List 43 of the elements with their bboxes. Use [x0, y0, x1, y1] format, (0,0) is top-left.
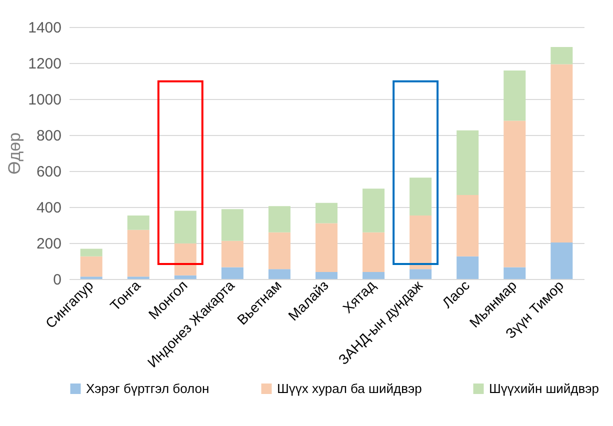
bar — [316, 202, 338, 224]
y-tick-label: 1000 — [28, 92, 62, 108]
y-tick-label: 0 — [53, 272, 62, 288]
bar — [550, 242, 573, 279]
bar — [504, 70, 526, 121]
bar — [174, 275, 196, 279]
bar — [268, 232, 290, 270]
y-axis-title: Өдөр — [5, 132, 24, 175]
bar — [550, 46, 573, 64]
legend-label: Хэрэг бүртгэл болон — [86, 380, 210, 396]
bar — [316, 272, 338, 279]
bar — [504, 120, 526, 268]
bar — [127, 215, 150, 230]
bar — [410, 178, 432, 216]
bar — [456, 256, 479, 279]
bar — [362, 188, 385, 232]
y-tick-label: 400 — [36, 200, 62, 216]
bar — [268, 269, 290, 279]
bar — [80, 248, 102, 256]
bar — [550, 64, 573, 242]
bar — [362, 272, 385, 279]
bar — [268, 206, 290, 232]
bar — [456, 130, 479, 195]
y-tick-label: 600 — [36, 164, 62, 180]
bar — [127, 230, 150, 277]
bar — [221, 240, 244, 268]
y-tick-label: 200 — [36, 236, 62, 252]
legend-label: Шүүх хурал ба шийдвэр — [277, 380, 422, 396]
legend-label: Шүүхийн шийдвэр — [489, 380, 600, 396]
bar — [221, 267, 244, 279]
bar — [456, 194, 479, 256]
bar — [221, 209, 244, 241]
bar — [174, 210, 196, 244]
bar — [410, 215, 432, 270]
y-tick-label: 1400 — [28, 20, 62, 36]
bar — [80, 256, 102, 277]
bar — [316, 223, 338, 272]
bar — [174, 243, 196, 276]
bar — [410, 269, 432, 279]
y-tick-label: 1200 — [28, 56, 62, 72]
bar — [504, 267, 526, 279]
y-tick-label: 800 — [36, 128, 62, 144]
bar — [362, 232, 385, 272]
